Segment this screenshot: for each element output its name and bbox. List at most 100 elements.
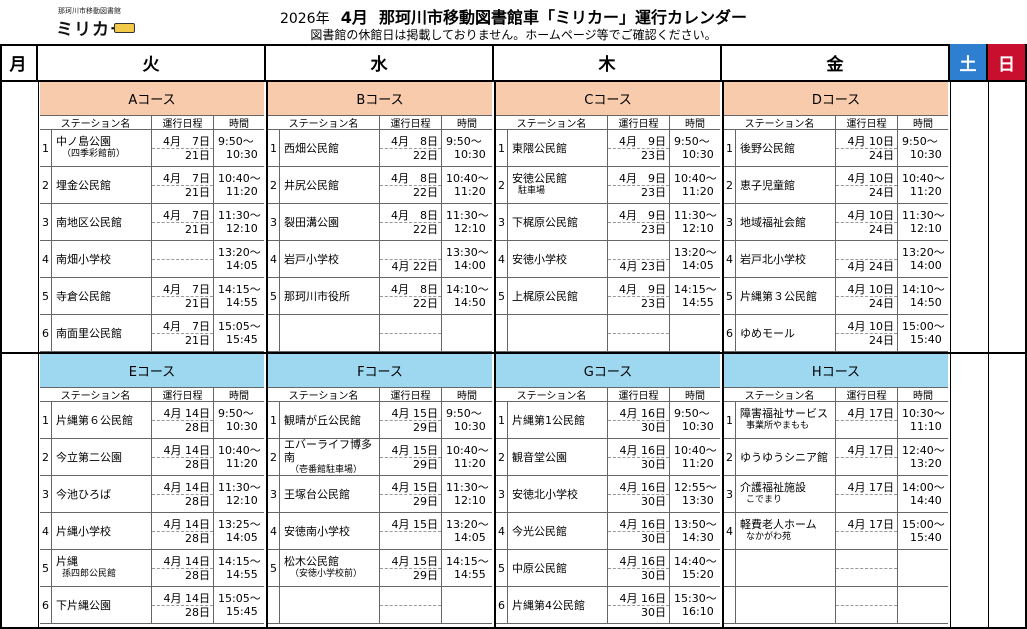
station-name: 片縄第4公民館 [508, 587, 608, 623]
title-year: 2026年 [279, 11, 330, 27]
station-name-main: 片縄第4公民館 [512, 598, 585, 612]
station-name-main: 西畑公民館 [284, 141, 339, 155]
schedule-date-first: 4月 7日 [163, 209, 210, 222]
time-start: 11:30～ [902, 209, 945, 222]
station-name-main: ゆめモール [740, 326, 795, 340]
schedule-time: 10:40～ 11:20 [442, 167, 492, 203]
station-name: 観音堂公園 [508, 439, 608, 475]
schedule-dates [380, 315, 442, 351]
station-name-main: 中ノ島公園 [56, 135, 111, 148]
station-name: 上梶原公民館 [508, 278, 608, 314]
column-header-schedule: 運行日程 [608, 388, 670, 402]
station-name-main: 片縄第３公民館 [740, 289, 817, 303]
day-header-wed: 水 [266, 44, 494, 82]
time-end: 14:05 [226, 259, 258, 272]
schedule-date-first: 4月 7日 [163, 172, 210, 185]
station-name-sub: （安徳小学校前） [290, 569, 363, 579]
station-number: 5 [268, 550, 280, 586]
time-end: 14:40 [910, 494, 942, 507]
column-header-schedule: 運行日程 [152, 388, 214, 402]
schedule-time: 10:40～ 11:20 [214, 439, 264, 475]
station-name: 松木公民館 （安徳小学校前） [280, 550, 380, 586]
schedule-row: 4 安徳南小学校 4月 15日 13:20～ 14:05 [268, 513, 492, 550]
schedule-date-first: 4月 8日 [391, 283, 438, 296]
station-number: 1 [268, 402, 280, 438]
time-end: 10:30 [226, 148, 258, 161]
schedule-time: 10:40～ 11:20 [670, 439, 720, 475]
schedule-dates [380, 587, 442, 623]
schedule-date-second: 22日 [413, 186, 438, 199]
schedule-row: 3 地域福祉会館 4月 10日 24日 11:30～ 12:10 [724, 204, 948, 241]
schedule-dates: 4月 10日 24日 [836, 315, 898, 351]
schedule-date-first: 4月 16日 [619, 518, 667, 531]
schedule-row [496, 315, 720, 352]
time-end: 14:00 [910, 259, 942, 272]
station-number: 2 [724, 439, 736, 475]
course-column-header: ステーション名 運行日程 時間 [40, 388, 264, 402]
schedule-time: 14:40～ 15:20 [670, 550, 720, 586]
time-start: 14:40～ [674, 555, 717, 568]
schedule-divider [608, 333, 669, 334]
schedule-date-first: 4月 10日 [847, 283, 895, 296]
page-subtitle: 図書館の休館日は掲載しておりません。ホームページ等でご確認ください。 [310, 28, 717, 42]
schedule-time: 11:30～ 12:10 [442, 476, 492, 512]
schedule-date-second: 21日 [185, 149, 210, 162]
station-name-main: 安徳小学校 [512, 252, 567, 266]
schedule-divider [608, 259, 669, 260]
column-header-station: ステーション名 [724, 116, 836, 130]
station-name-main: 裂田溝公園 [284, 215, 339, 229]
section-divider [0, 352, 1027, 354]
schedule-row: 4 南畑小学校 13:20～ 14:05 [40, 241, 264, 278]
station-name: 下梶原公民館 [508, 204, 608, 240]
schedule-date-first: 4月 17日 [847, 481, 895, 494]
schedule-time [670, 315, 720, 351]
schedule-divider [836, 605, 897, 606]
schedule-date-second: 22日 [413, 149, 438, 162]
station-number: 3 [268, 476, 280, 512]
schedule-date-second: 24日 [869, 297, 894, 310]
schedule-date-first: 4月 10日 [847, 209, 895, 222]
schedule-date-first: 4月 9日 [619, 209, 666, 222]
schedule-row: 4 岩戸小学校 4月 22日 13:30～ 14:00 [268, 241, 492, 278]
schedule-date-second: 22日 [413, 297, 438, 310]
column-header-schedule: 運行日程 [380, 116, 442, 130]
time-start: 14:15～ [218, 555, 261, 568]
time-start: 11:30～ [218, 481, 261, 494]
schedule-date-second: 30日 [641, 569, 666, 582]
schedule-date-first: 4月 16日 [619, 407, 667, 420]
station-name: 岩戸小学校 [280, 241, 380, 277]
course-column-header: ステーション名 運行日程 時間 [268, 116, 492, 130]
schedule-row: 2 埋金公民館 4月 7日 21日 10:40～ 11:20 [40, 167, 264, 204]
schedule-date-first: 4月 9日 [619, 135, 666, 148]
station-name-main: 後野公民館 [740, 141, 795, 155]
station-name-main: 片縄第1公民館 [512, 413, 585, 427]
course-title: Aコース [40, 82, 264, 116]
schedule-dates: 4月 7日 21日 [152, 278, 214, 314]
schedule-dates: 4月 14日 28日 [152, 402, 214, 438]
schedule-divider [152, 222, 213, 223]
station-name-sub: 駐車場 [518, 186, 546, 196]
station-name [736, 587, 836, 623]
station-name-main: 今池ひろば [56, 487, 111, 501]
bus-icon [114, 23, 135, 33]
schedule-row: 4 片縄小学校 4月 14日 28日 13:25～ 14:05 [40, 513, 264, 550]
schedule-date-second: 29日 [413, 421, 438, 434]
schedule-row: 2 ゆうゆうシニア館 4月 17日 12:40～ 13:20 [724, 439, 948, 476]
schedule-date-first: 4月 14日 [163, 481, 211, 494]
schedule-row: 2 井尻公民館 4月 8日 22日 10:40～ 11:20 [268, 167, 492, 204]
time-end: 12:10 [682, 222, 714, 235]
time-end: 16:10 [682, 605, 714, 618]
schedule-date-first: 4月 14日 [163, 518, 211, 531]
station-name-main: 岩戸北小学校 [740, 252, 806, 266]
time-start: 13:20～ [446, 518, 489, 531]
schedule-dates: 4月 8日 22日 [380, 130, 442, 166]
schedule-dates: 4月 10日 24日 [836, 130, 898, 166]
station-name [508, 315, 608, 351]
schedule-row: 1 片縄第６公民館 4月 14日 28日 9:50～ 10:30 [40, 402, 264, 439]
time-start: 10:40～ [902, 172, 945, 185]
time-end: 12:10 [910, 222, 942, 235]
schedule-date-first: 4月 7日 [163, 283, 210, 296]
schedule-row: 5 片縄 孫四郎公民館 4月 14日 28日 14:15～ 14:55 [40, 550, 264, 587]
station-name-main: 恵子児童館 [740, 178, 795, 192]
time-start: 9:50～ [446, 135, 482, 148]
